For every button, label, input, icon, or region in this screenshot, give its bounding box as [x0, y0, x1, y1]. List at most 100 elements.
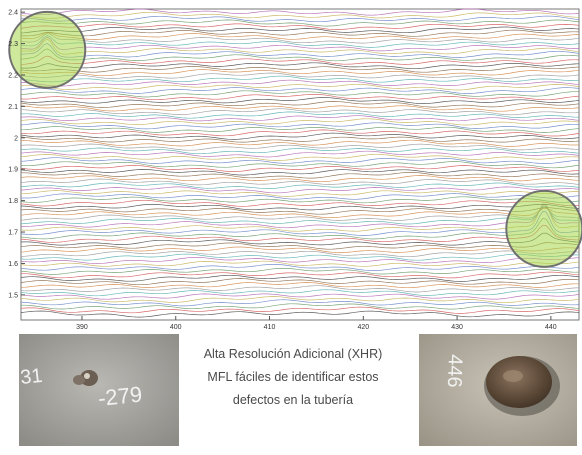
series-line [20, 250, 580, 258]
series-line [20, 97, 580, 104]
series-line [20, 26, 580, 34]
series-line [20, 15, 580, 23]
caption: Alta Resolución Adicional (XHR) MFL fáci… [180, 343, 406, 412]
series-line [20, 83, 580, 91]
series-line [20, 296, 580, 304]
pipe-marking-prefix: 31 [19, 365, 43, 389]
x-tick-label: 420 [357, 324, 369, 331]
series-line [20, 87, 580, 94]
pipe-marking-suffix: -279 [97, 382, 143, 411]
series-line [20, 75, 580, 83]
series-line [21, 193, 580, 200]
series-line [20, 285, 580, 293]
x-tick-label: 430 [451, 324, 463, 331]
series-line [20, 206, 580, 225]
x-tick-label: 390 [76, 324, 88, 331]
series-line [20, 242, 580, 250]
y-tick-label: 2.4 [8, 10, 18, 17]
y-tick-label: 1.6 [8, 261, 18, 268]
series-line [20, 203, 580, 232]
series-line [21, 38, 580, 55]
caption-line-2: MFL fáciles de identificar estos [207, 370, 379, 384]
x-tick-label: 440 [545, 324, 557, 331]
defect-photo-left: 31 -279 [19, 334, 179, 446]
series-line [20, 23, 580, 30]
series-line [20, 196, 580, 204]
corrosion-highlight [84, 373, 90, 379]
pipe-surface [19, 334, 179, 446]
series-line [20, 122, 580, 130]
y-tick-label: 1.5 [8, 292, 18, 299]
series-line [20, 165, 580, 172]
series-line [20, 175, 580, 183]
series-line [20, 35, 580, 48]
series-line [20, 278, 580, 286]
series-line [20, 207, 580, 219]
series-line [20, 132, 580, 140]
series-line [20, 115, 580, 122]
series-line [20, 274, 580, 282]
y-tick-label: 1.9 [8, 167, 18, 174]
series-layer [20, 8, 580, 318]
y-tick-label: 2.1 [8, 104, 18, 111]
series-line [20, 224, 580, 243]
defect-photo-right: 446 [419, 334, 577, 446]
series-line [20, 11, 580, 19]
series-line [20, 207, 580, 221]
series-line [20, 129, 580, 137]
series-line [20, 69, 580, 77]
x-tick-label: 400 [170, 324, 182, 331]
series-line [21, 271, 580, 279]
series-line [20, 263, 580, 271]
series-line [20, 172, 579, 179]
series-line [20, 93, 580, 101]
defect-highlight-circle [505, 189, 582, 268]
y-tick-label: 2.2 [8, 72, 18, 79]
y-tick-label: 2 [14, 135, 18, 142]
series-line [21, 79, 580, 87]
series-line [20, 218, 580, 240]
corrosion-highlight [503, 370, 523, 382]
corrosion-pit [486, 356, 552, 408]
caption-line-3: defectos en la tubería [232, 393, 354, 407]
series-line [20, 293, 580, 300]
series-line [20, 36, 580, 52]
series-line [20, 282, 579, 289]
pipe-marking: 446 [443, 354, 466, 388]
series-line [20, 48, 580, 62]
series-line [20, 33, 580, 44]
series-line [20, 260, 580, 267]
series-line [20, 136, 580, 143]
series-line [20, 147, 580, 155]
series-line [20, 186, 580, 194]
series-line [20, 101, 580, 108]
series-line [20, 210, 580, 236]
series-line [20, 8, 580, 16]
series-line [20, 199, 580, 207]
series-line [20, 55, 580, 65]
series-line [20, 66, 580, 73]
series-line [20, 306, 580, 314]
series-line [20, 169, 580, 176]
series-line [20, 203, 580, 211]
series-line [20, 207, 580, 215]
series-line [20, 90, 579, 98]
series-line [20, 32, 580, 40]
series-line [20, 204, 579, 229]
defect-highlight-circle [8, 10, 87, 89]
series-line [20, 43, 580, 58]
series-line [20, 111, 579, 119]
series-line [20, 190, 580, 197]
series-line [20, 150, 580, 158]
series-line [20, 118, 580, 126]
y-tick-label: 1.8 [8, 198, 18, 205]
caption-line-1: Alta Resolución Adicional (XHR) [203, 347, 383, 361]
series-line [20, 289, 580, 297]
mfl-chart-panel: 1.5 1.6 1.7 1.8 1.9 2 2.1 2.2 2.3 2.4 390 400 410 420… [8, 8, 582, 331]
series-line [20, 246, 580, 253]
series-line [20, 139, 580, 147]
series-line [20, 105, 580, 112]
series-line [20, 182, 580, 189]
series-line [20, 126, 580, 133]
series-line [20, 178, 580, 186]
